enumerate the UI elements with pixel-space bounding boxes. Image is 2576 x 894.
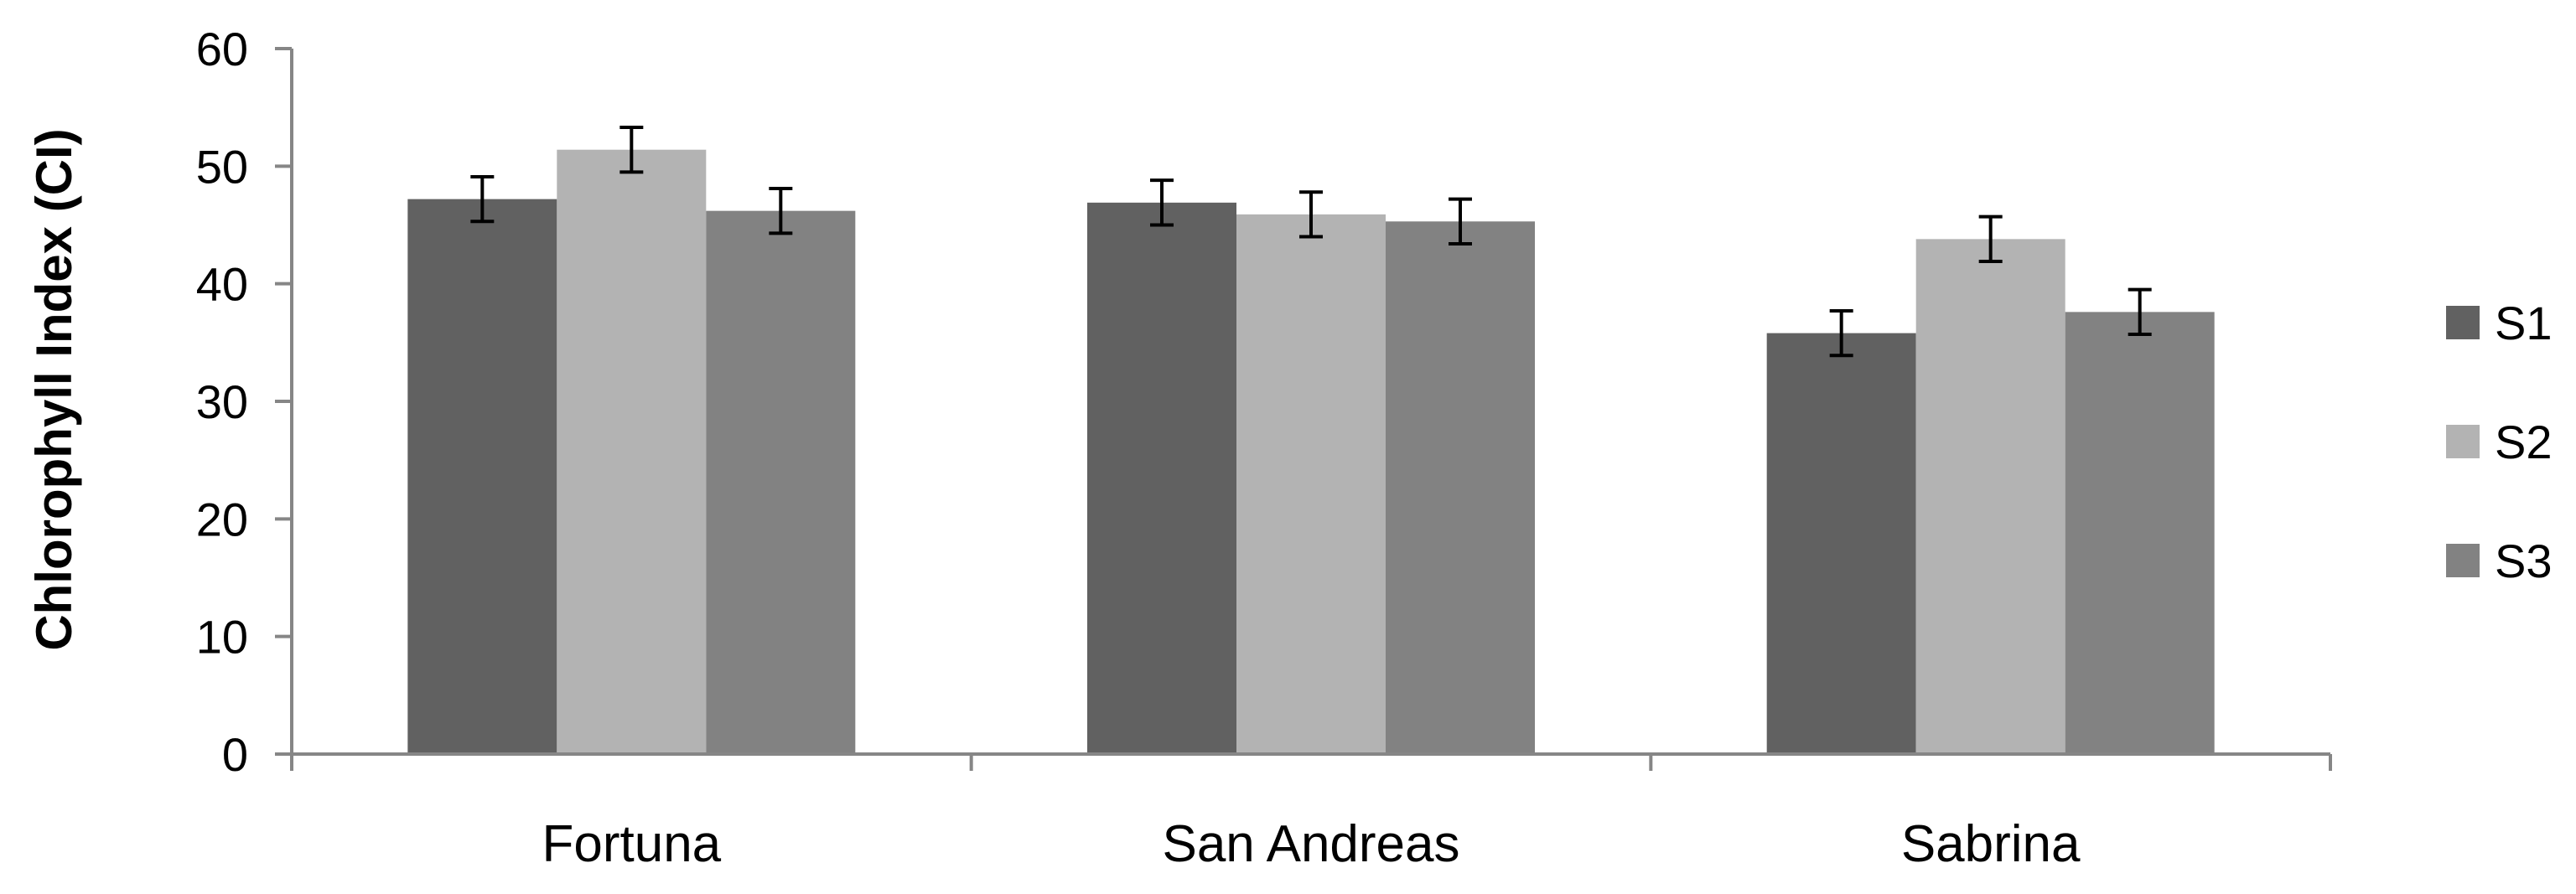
y-axis: 0 10 20 30 40 50 60	[196, 23, 293, 781]
legend-label-s3: S3	[2495, 535, 2553, 587]
legend-swatch-s2	[2446, 425, 2480, 458]
y-tick-label: 50	[196, 140, 248, 193]
bar-s3-fortuna	[706, 210, 856, 754]
bar-s2-fortuna	[557, 149, 707, 755]
legend-label-s2: S2	[2495, 416, 2553, 468]
bar-s1-san-andreas	[1087, 202, 1236, 754]
legend: S1 S2 S3	[2446, 297, 2553, 587]
y-tick-label: 60	[196, 23, 248, 75]
legend-swatch-s1	[2446, 306, 2480, 339]
y-tick-label: 30	[196, 375, 248, 428]
y-tick-label: 10	[196, 611, 248, 664]
y-tick-label: 0	[222, 728, 248, 781]
x-axis: Fortuna San Andreas Sabrina	[290, 754, 2332, 873]
bar-s3-sabrina	[2065, 312, 2215, 754]
bar-s1-fortuna	[407, 199, 557, 755]
y-axis-title: Chlorophyll Index (CI)	[26, 128, 82, 650]
legend-swatch-s3	[2446, 544, 2480, 577]
bar-s3-san-andreas	[1386, 221, 1535, 754]
x-tick-label: Fortuna	[542, 815, 721, 873]
bars	[407, 149, 2215, 755]
error-bars	[470, 126, 2152, 358]
bar-s1-sabrina	[1766, 333, 1916, 754]
y-tick-label: 20	[196, 493, 248, 545]
bar-s2-sabrina	[1915, 239, 2065, 755]
x-tick-label: Sabrina	[1901, 815, 2081, 873]
bar-s2-san-andreas	[1236, 214, 1386, 754]
legend-label-s1: S1	[2495, 297, 2553, 349]
x-tick-label: San Andreas	[1162, 815, 1459, 873]
y-tick-label: 40	[196, 258, 248, 311]
